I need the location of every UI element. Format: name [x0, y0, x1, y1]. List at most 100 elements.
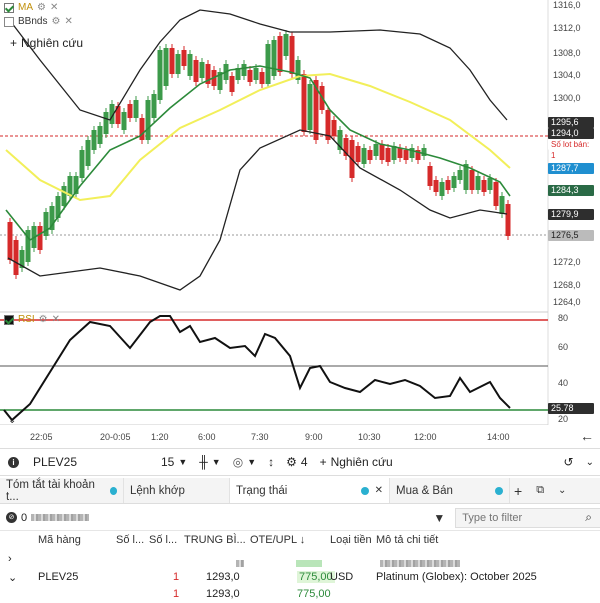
- chevron-down-icon: ▼: [247, 457, 257, 467]
- candle-body: [55, 196, 61, 218]
- gear-icon[interactable]: ⚙: [38, 314, 48, 325]
- chevron-down-icon[interactable]: ⌄: [585, 456, 594, 468]
- add-study-label: Nghiên cứu: [330, 455, 393, 469]
- price-chart[interactable]: [0, 0, 600, 425]
- candle-body: [133, 100, 139, 118]
- price-tag: 1276,5: [548, 230, 594, 241]
- chevron-down-icon[interactable]: ⌄: [558, 485, 567, 496]
- tab-status-dot: [360, 486, 369, 495]
- redacted-account: [31, 514, 90, 521]
- add-tab-icon[interactable]: +: [514, 482, 523, 499]
- search-icon[interactable]: ⌕: [585, 510, 592, 524]
- moving-average-fast: [5, 65, 511, 242]
- table-row-account[interactable]: ›: [0, 551, 600, 568]
- rsi-line: [3, 315, 511, 422]
- visibility-dropdown[interactable]: ◎ ▼: [227, 449, 262, 475]
- window-icon[interactable]: ⧉: [536, 484, 545, 496]
- col-currency-header[interactable]: Loại tiền: [330, 534, 372, 546]
- close-icon[interactable]: ✕: [64, 16, 73, 27]
- chart-type-dropdown[interactable]: ╫ ▼: [193, 449, 226, 475]
- undo-icon[interactable]: ↺: [563, 455, 574, 469]
- price-axis-label: 1316,0: [553, 0, 581, 10]
- candle-body: [85, 140, 91, 166]
- candle-body: [163, 48, 169, 86]
- candlestick-icon: ╫: [199, 455, 208, 469]
- col-symbol-header[interactable]: Mã hàng: [38, 534, 81, 546]
- col-ote-header[interactable]: OTE/UPL ↓: [250, 534, 306, 546]
- bb-label: BBnds: [18, 16, 48, 27]
- close-icon[interactable]: ✕: [49, 2, 59, 13]
- tab-status-dot: [109, 486, 117, 495]
- chevron-right-icon[interactable]: ›: [8, 553, 12, 565]
- add-study-button[interactable]: + Nghiên cứu: [314, 449, 399, 475]
- row-avg: 1293,0: [206, 571, 240, 583]
- filter-input[interactable]: [455, 507, 600, 528]
- tab-label: Trạng thái: [236, 484, 288, 497]
- row-ote: 775,00: [297, 588, 331, 600]
- time-axis-label: 1:20: [151, 432, 169, 442]
- info-icon[interactable]: i: [0, 449, 27, 475]
- table-row[interactable]: 1 1293,0 775,00: [0, 586, 600, 603]
- time-axis-label: 7:30: [251, 432, 269, 442]
- candle-body: [433, 180, 439, 192]
- gear-icon[interactable]: ⚙: [51, 16, 61, 27]
- candle-body: [259, 72, 265, 84]
- plus-icon: +: [10, 36, 18, 50]
- col-desc-header[interactable]: Mô tả chi tiết: [376, 534, 439, 546]
- rsi-indicator-row[interactable]: RSI ⚙ ✕: [4, 314, 60, 325]
- candle-body: [325, 110, 331, 140]
- symbol-selector[interactable]: PLEV25: [27, 449, 155, 475]
- account-selector[interactable]: ⊘ 0: [6, 512, 90, 524]
- candle-body: [427, 166, 433, 186]
- col-qty-header[interactable]: Số l...: [116, 534, 145, 546]
- price-tag: 1295,6: [548, 117, 594, 128]
- price-tag: 1294,0: [548, 128, 594, 139]
- candle-body: [169, 48, 175, 74]
- sell-qty-tag: Số lot bán: 1: [548, 139, 594, 160]
- col-qty2-header[interactable]: Số l...: [149, 534, 178, 546]
- chart-area[interactable]: MA ⚙ ✕ BBnds ⚙ ✕ + Nghiên cứu RSI ⚙ ✕ 13…: [0, 0, 600, 426]
- gear-icon[interactable]: ⚙: [37, 2, 46, 13]
- candle-body: [445, 180, 451, 190]
- close-icon[interactable]: ✕: [374, 485, 383, 496]
- tab-filled-orders[interactable]: Lệnh khớp: [124, 478, 230, 503]
- chevron-down-icon[interactable]: ⌄: [8, 572, 18, 584]
- close-icon[interactable]: ✕: [51, 314, 61, 325]
- candle-body: [115, 106, 121, 124]
- interval-dropdown[interactable]: 15 ▼: [155, 449, 193, 475]
- ma-checkbox[interactable]: [4, 2, 14, 13]
- settings-button[interactable]: ⚙ 4: [280, 449, 313, 475]
- candle-body: [67, 176, 73, 196]
- settings-count: 4: [300, 455, 308, 469]
- candle-body: [97, 126, 103, 144]
- candle-body: [355, 146, 361, 162]
- tab-positions[interactable]: Trạng thái ✕: [230, 478, 390, 503]
- table-row[interactable]: ⌄ PLEV25 1 1293,0 775,00 USD Platinum (G…: [0, 569, 600, 586]
- fit-height-button[interactable]: ↕: [262, 449, 280, 475]
- rsi-axis-label: 40: [558, 378, 569, 388]
- add-study-button[interactable]: + Nghiên cứu: [10, 36, 83, 50]
- row-ote: 775,00: [297, 571, 335, 583]
- candle-body: [157, 50, 163, 100]
- candle-body: [151, 94, 157, 118]
- arrow-left-icon[interactable]: ←: [580, 428, 594, 444]
- bb-indicator-row[interactable]: BBnds ⚙ ✕: [4, 16, 73, 27]
- rsi-axis-label: 20: [558, 414, 569, 424]
- table-header: Mã hàng Số l... Số l... TRUNG BÌ... OTE/…: [0, 532, 600, 548]
- filter-icon[interactable]: ▼: [433, 510, 446, 525]
- chevron-down-icon[interactable]: ⌄: [8, 415, 17, 426]
- ma-indicator-row[interactable]: MA ⚙ ✕: [4, 2, 58, 13]
- rsi-checkbox[interactable]: [4, 314, 14, 325]
- bb-checkbox[interactable]: [4, 16, 14, 27]
- col-avg-header[interactable]: TRUNG BÌ...: [184, 534, 246, 546]
- candle-body: [499, 196, 505, 214]
- tab-account-summary[interactable]: Tóm tắt tài khoản t...: [0, 478, 124, 503]
- candle-body: [127, 104, 133, 118]
- candle-body: [505, 204, 511, 236]
- candle-body: [79, 150, 85, 178]
- candle-body: [391, 146, 397, 160]
- price-axis-label: 1268,0: [553, 280, 581, 290]
- tab-buy-sell[interactable]: Mua & Bán: [390, 478, 510, 503]
- rsi-axis-label: 60: [558, 342, 569, 352]
- row-desc: Platinum (Globex): October 2025: [376, 571, 537, 583]
